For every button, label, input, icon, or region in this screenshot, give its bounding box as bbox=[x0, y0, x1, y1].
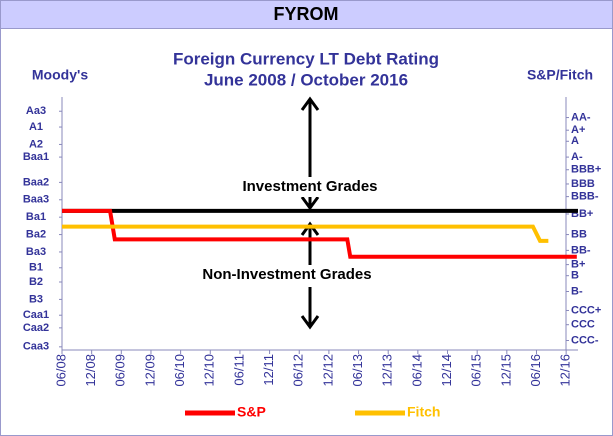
annotation-bg bbox=[155, 265, 420, 285]
series-line bbox=[62, 208, 577, 259]
y-tick-label: Ba1 bbox=[26, 211, 46, 223]
legend-label: Fitch bbox=[407, 404, 440, 420]
y-tick-label: Aa3 bbox=[26, 105, 46, 117]
y-tick-label: A1 bbox=[29, 121, 43, 133]
x-tick-label: 06/13 bbox=[350, 354, 365, 387]
x-tick-label: 06/11 bbox=[231, 354, 246, 386]
annotation: Investment Grades bbox=[242, 178, 377, 195]
y-tick-label: Caa2 bbox=[23, 322, 49, 334]
y2-tick-label: AA- bbox=[571, 111, 591, 123]
y2-tick-label: B- bbox=[571, 285, 583, 297]
x-tick-label: 06/10 bbox=[172, 354, 187, 387]
y2-tick-label: B+ bbox=[571, 259, 585, 271]
x-tick-label: 12/10 bbox=[202, 354, 217, 387]
legend-label: S&P bbox=[237, 404, 266, 420]
chart-title: Foreign Currency LT Debt Rating bbox=[173, 49, 439, 68]
chart-subtitle: June 2008 / October 2016 bbox=[204, 70, 408, 89]
y2-tick-label: CCC- bbox=[571, 334, 599, 346]
y2-tick-label: A bbox=[571, 135, 579, 147]
header: FYROM bbox=[274, 4, 339, 24]
x-tick-label: 12/13 bbox=[380, 354, 395, 387]
x-tick-label: 12/16 bbox=[558, 354, 573, 387]
annotation-bg bbox=[225, 177, 395, 197]
y2-tick-label: A+ bbox=[571, 124, 585, 136]
y-tick-label: B3 bbox=[29, 293, 43, 305]
y-tick-label: Baa3 bbox=[23, 194, 49, 206]
y2-tick-label: BB bbox=[571, 228, 587, 240]
y2-axis-label: S&P/Fitch bbox=[527, 67, 593, 83]
y2-tick-label: BBB- bbox=[571, 191, 599, 203]
y-tick-label: Caa3 bbox=[23, 341, 49, 353]
y-tick-label: Baa1 bbox=[23, 151, 49, 163]
x-tick-label: 06/15 bbox=[469, 354, 484, 387]
x-tick-label: 12/09 bbox=[142, 354, 157, 387]
y-axis-label: Moody's bbox=[32, 67, 88, 83]
header-bar bbox=[0, 0, 613, 29]
x-tick-label: 06/09 bbox=[113, 354, 128, 387]
x-tick-label: 12/15 bbox=[498, 354, 513, 387]
x-tick-label: 12/08 bbox=[83, 354, 98, 387]
y2-tick-label: CCC bbox=[571, 319, 595, 331]
y2-tick-label: CCC+ bbox=[571, 304, 601, 316]
arrows bbox=[300, 96, 320, 330]
x-tick-label: 06/16 bbox=[528, 354, 543, 387]
series-line bbox=[62, 224, 549, 243]
annotation: Non-Investment Grades bbox=[202, 266, 371, 283]
y-tick-label: B2 bbox=[29, 276, 43, 288]
y-tick-label: Ba2 bbox=[26, 228, 46, 240]
y2-tick-label: BBB bbox=[571, 178, 595, 190]
y2-tick-label: BB- bbox=[571, 244, 591, 256]
x-tick-label: 06/14 bbox=[409, 354, 424, 387]
y2-tick-label: B bbox=[571, 270, 579, 282]
y-tick-label: Baa2 bbox=[23, 176, 49, 188]
x-tick-label: 06/08 bbox=[53, 354, 68, 387]
y-tick-label: B1 bbox=[29, 262, 43, 274]
y2-tick-label: BBB+ bbox=[571, 164, 601, 176]
x-tick-label: 06/12 bbox=[291, 354, 306, 387]
x-tick-label: 12/11 bbox=[261, 354, 276, 386]
y-tick-label: Ba3 bbox=[26, 246, 46, 258]
y-tick-label: A2 bbox=[29, 138, 43, 150]
y2-tick-label: A- bbox=[571, 151, 583, 163]
y-tick-label: Caa1 bbox=[23, 309, 49, 321]
x-tick-label: 12/12 bbox=[320, 354, 335, 387]
x-tick-label: 12/14 bbox=[439, 354, 454, 387]
